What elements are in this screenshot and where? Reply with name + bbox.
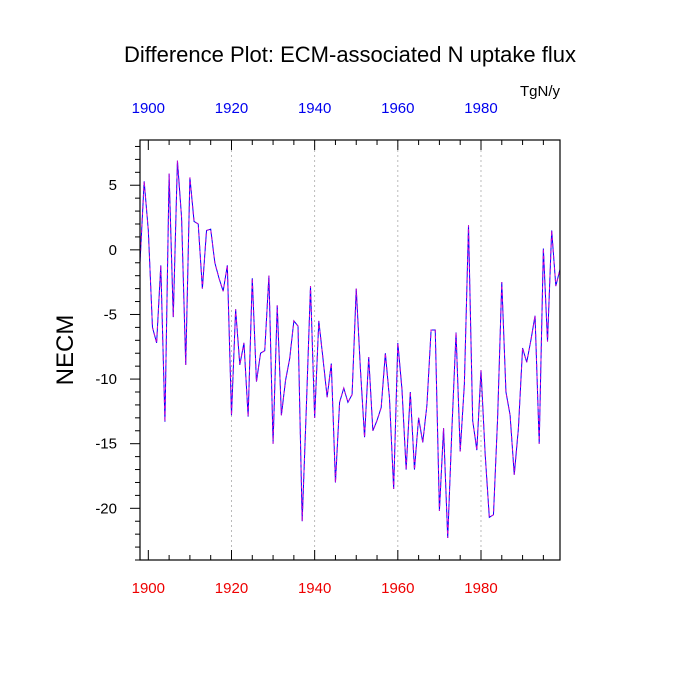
y-tick-label--20: -20 (95, 500, 117, 517)
plot-frame (139, 139, 561, 561)
series-line-dashed-0 (139, 160, 561, 539)
x-tick-label-top-1980: 1980 (464, 100, 497, 117)
series-line-0 (139, 160, 561, 539)
y-tick-label--15: -15 (95, 436, 117, 453)
x-tick-label-top-1900: 1900 (132, 100, 165, 117)
series-group (139, 160, 561, 539)
x-tick-label-bottom-1960: 1960 (381, 580, 414, 597)
y-tick-label--5: -5 (104, 306, 117, 323)
x-tick-label-bottom-1920: 1920 (215, 580, 248, 597)
y-tick-label-5: 5 (109, 177, 117, 194)
tick-labels: 1900 1900 1920 1920 1940 1940 1960 1960 1980 1980… (95, 100, 497, 597)
chart-title: Difference Plot: ECM-associated N uptake… (124, 42, 576, 67)
x-tick-label-bottom-1900: 1900 (132, 580, 165, 597)
x-tick-label-bottom-1940: 1940 (298, 580, 331, 597)
axis-ticks (130, 140, 544, 561)
y-tick-label-0: 0 (109, 242, 117, 259)
y-tick-label--10: -10 (95, 371, 117, 388)
x-tick-label-top-1960: 1960 (381, 100, 414, 117)
gridlines (231, 140, 482, 560)
x-tick-label-top-1920: 1920 (215, 100, 248, 117)
x-tick-label-top-1940: 1940 (298, 100, 331, 117)
x-tick-label-bottom-1980: 1980 (464, 580, 497, 597)
units-label: TgN/y (520, 83, 561, 100)
y-axis-title: NECM (52, 315, 79, 386)
